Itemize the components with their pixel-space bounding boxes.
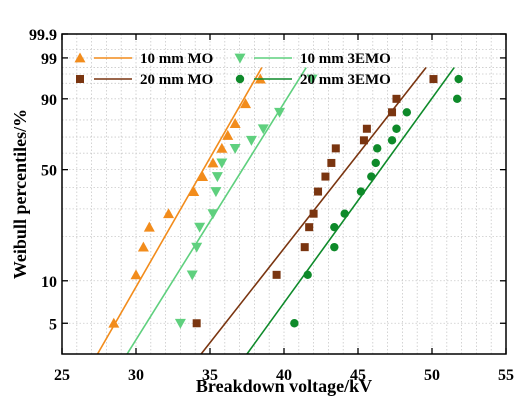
point-10-mm-mo: [240, 98, 252, 109]
x-tick-label: 40: [276, 367, 292, 384]
point-20-mm-3emo: [303, 270, 312, 280]
x-tick-label: 50: [424, 367, 440, 384]
point-20-mm-mo: [305, 223, 314, 232]
y-tick-label: 99.9: [29, 27, 57, 44]
legend-label-20-mm-3emo: 20 mm 3EMO: [300, 72, 391, 88]
legend-marker-20-mm-3emo: [235, 74, 245, 84]
point-20-mm-3emo: [373, 144, 382, 153]
point-10-mm-3emo: [257, 124, 269, 135]
point-20-mm-mo: [388, 108, 397, 117]
grid: [62, 34, 506, 354]
point-10-mm-mo: [216, 142, 228, 153]
x-tick-label: 45: [350, 367, 366, 384]
point-20-mm-3emo: [356, 187, 366, 196]
point-10-mm-3emo: [174, 318, 186, 329]
y-tick-label: 90: [41, 92, 57, 109]
y-tick-label: 10: [41, 274, 57, 291]
point-20-mm-mo: [321, 172, 330, 181]
point-10-mm-mo: [137, 241, 149, 252]
fit-line-20-mm-3emo: [246, 67, 455, 354]
legend-label-10-mm-3emo: 10 mm 3EMO: [300, 51, 391, 67]
point-10-mm-mo: [130, 269, 142, 280]
point-20-mm-3emo: [452, 94, 462, 104]
y-axis-title: Weibull percentiles/%: [10, 109, 30, 279]
point-20-mm-mo: [192, 319, 201, 328]
y-tick-label: 5: [49, 316, 57, 333]
point-10-mm-mo: [143, 221, 155, 232]
point-10-mm-3emo: [207, 209, 219, 220]
point-10-mm-3emo: [216, 158, 228, 169]
point-20-mm-mo: [327, 158, 336, 167]
x-tick-label: 30: [128, 367, 144, 384]
point-10-mm-3emo: [274, 107, 286, 118]
data-points: [108, 73, 463, 329]
point-20-mm-mo: [300, 243, 309, 252]
point-20-mm-3emo: [371, 158, 380, 168]
point-20-mm-mo: [309, 209, 318, 218]
point-10-mm-3emo: [191, 242, 203, 253]
point-10-mm-mo: [197, 171, 209, 181]
legend-label-10-mm-mo: 10 mm MO: [140, 51, 213, 67]
point-20-mm-mo: [392, 94, 401, 103]
x-tick-label: 35: [202, 367, 218, 384]
point-20-mm-mo: [331, 144, 340, 153]
point-20-mm-mo: [429, 75, 438, 84]
point-10-mm-mo: [222, 129, 234, 140]
y-tick-label: 99: [41, 51, 57, 68]
plot-frame: [61, 33, 507, 355]
point-20-mm-mo: [314, 187, 323, 196]
point-10-mm-mo: [163, 208, 175, 219]
point-20-mm-3emo: [387, 136, 397, 145]
legend-marker-10-mm-mo: [74, 52, 86, 63]
point-20-mm-3emo: [402, 108, 412, 117]
legend-marker-10-mm-3emo: [234, 53, 246, 64]
point-10-mm-mo: [207, 157, 219, 168]
point-20-mm-3emo: [367, 172, 376, 181]
point-20-mm-mo: [359, 136, 368, 145]
point-10-mm-mo: [108, 317, 120, 328]
point-10-mm-3emo: [229, 143, 241, 154]
point-10-mm-mo: [188, 186, 200, 196]
point-20-mm-3emo: [290, 319, 299, 328]
point-20-mm-3emo: [330, 222, 339, 232]
point-20-mm-mo: [272, 270, 281, 279]
point-20-mm-3emo: [392, 124, 401, 133]
point-10-mm-3emo: [186, 270, 198, 281]
point-10-mm-3emo: [306, 74, 318, 85]
legend: 10 mm MO 10 mm 3EMO 20 mm MO 20 mm 3EMO: [74, 51, 391, 88]
point-10-mm-3emo: [211, 172, 223, 183]
legend-marker-20-mm-mo: [76, 75, 84, 83]
point-20-mm-3emo: [330, 242, 339, 252]
x-tick-label: 25: [54, 367, 70, 384]
legend-label-20-mm-mo: 20 mm MO: [140, 72, 213, 88]
point-20-mm-3emo: [340, 209, 349, 218]
point-10-mm-mo: [229, 118, 241, 128]
point-10-mm-3emo: [210, 187, 222, 198]
point-10-mm-3emo: [245, 135, 257, 146]
point-10-mm-3emo: [194, 222, 206, 233]
fit-line-10-mm-mo: [96, 67, 263, 354]
x-tick-label: 55: [498, 367, 514, 384]
x-axis-title: Breakdown voltage/kV: [196, 376, 372, 396]
point-20-mm-mo: [362, 124, 371, 133]
point-20-mm-3emo: [454, 74, 463, 84]
y-tick-label: 50: [41, 163, 57, 180]
